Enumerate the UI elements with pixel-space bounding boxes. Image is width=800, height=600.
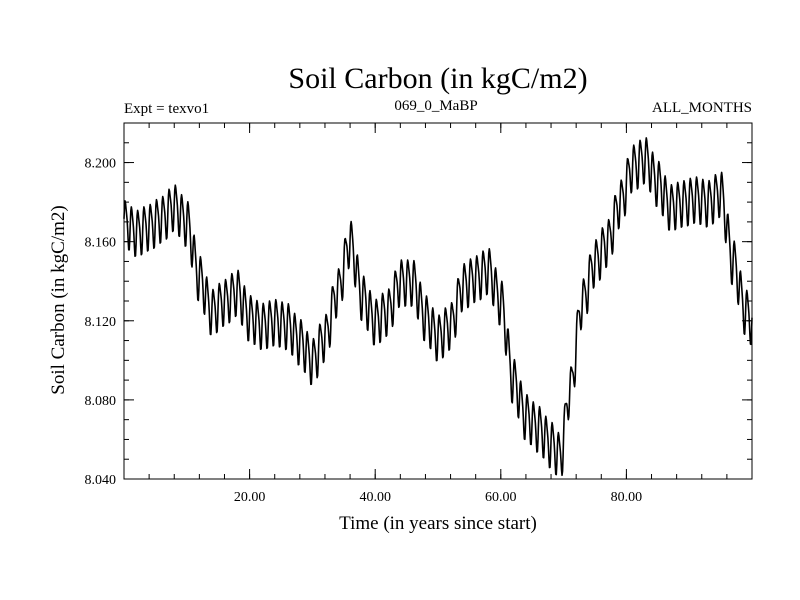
x-tick-label: 80.00 (611, 490, 643, 505)
y-tick-label: 8.080 (85, 394, 117, 409)
x-axis-label: Time (in years since start) (339, 513, 537, 534)
y-tick-label: 8.040 (85, 473, 117, 488)
y-axis-label: Soil Carbon (in kgC/m2) (48, 205, 69, 394)
subtitle-experiment: Expt = texvo1 (124, 101, 209, 117)
chart-title: Soil Carbon (in kgC/m2) (288, 62, 587, 95)
subtitle-months: ALL_MONTHS (652, 100, 752, 116)
x-tick-label: 40.00 (359, 490, 391, 505)
x-tick-label: 60.00 (485, 490, 517, 505)
x-tick-label: 20.00 (234, 490, 266, 505)
y-tick-label: 8.120 (85, 315, 117, 330)
y-tick-label: 8.200 (85, 157, 117, 172)
series-line-soil-carbon (123, 137, 753, 477)
plot-area: 20.00 40.00 60.00 80.00 8.040 8.080 8.120 8.160… (85, 122, 753, 505)
y-tick-label: 8.160 (85, 236, 117, 251)
subtitle-period: 069_0_MaBP (394, 98, 477, 114)
